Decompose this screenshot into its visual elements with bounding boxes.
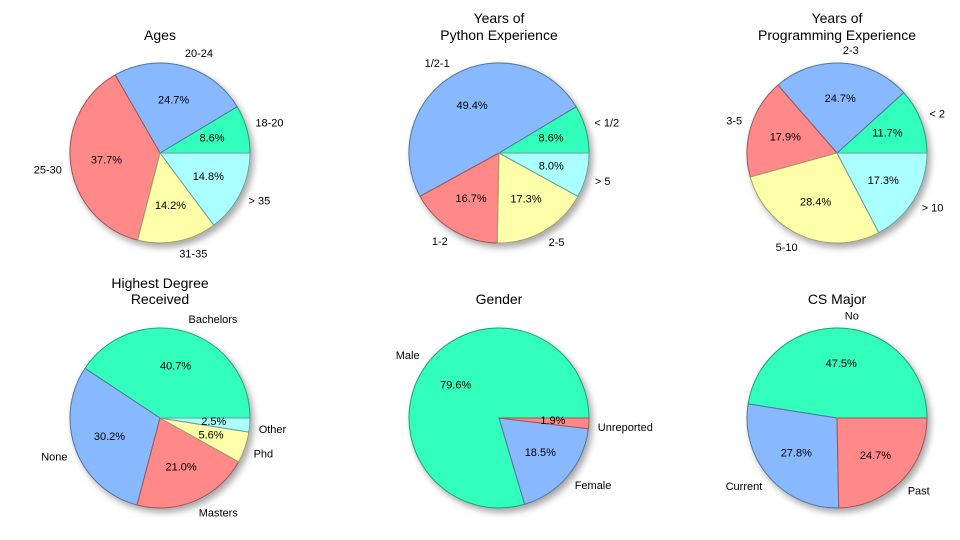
slice-category-label: Female xyxy=(575,480,612,492)
slice-percent-label: 8.0% xyxy=(539,160,564,172)
slice-category-label: Bachelors xyxy=(189,314,238,326)
slice-category-label: Male xyxy=(396,350,420,362)
pie-chart-1: Ages 8.6% 18-20 24.7% 20-24 37.7% 25-30 14.2% 31… xyxy=(34,27,284,260)
slice-category-label: 2-3 xyxy=(843,45,859,57)
chart-title: CS Major xyxy=(808,291,867,307)
slice-category-label: < 1/2 xyxy=(594,118,619,130)
chart-title: Programming Experience xyxy=(758,27,916,43)
pie-slice xyxy=(419,152,500,244)
slice-category-label: > 5 xyxy=(595,176,611,188)
slice-category-label: Phd xyxy=(254,449,274,461)
slice-category-label: 20-24 xyxy=(185,48,213,60)
slice-percent-label: 17.9% xyxy=(770,131,801,143)
chart-title: Years of xyxy=(812,10,863,26)
slice-category-label: Unreported xyxy=(598,422,653,434)
slice-category-label: 1-2 xyxy=(432,236,448,248)
pie-slice xyxy=(777,62,905,154)
slice-percent-label: 17.3% xyxy=(510,194,541,206)
pie-slice xyxy=(498,417,589,505)
pie-body xyxy=(69,327,251,509)
slice-category-label: < 2 xyxy=(929,108,945,120)
pie-slice xyxy=(69,74,161,241)
pie-slice xyxy=(836,417,928,509)
pie-slice xyxy=(746,403,840,509)
pie-body xyxy=(69,62,251,244)
slice-category-label: 25-30 xyxy=(34,165,62,177)
pie-slice xyxy=(836,152,928,234)
slice-category-label: None xyxy=(41,452,67,464)
pie-slice xyxy=(69,367,161,506)
slice-percent-label: 24.7% xyxy=(860,450,891,462)
pie-slice xyxy=(114,62,238,154)
slice-category-label: Current xyxy=(726,481,763,493)
slice-percent-label: 18.5% xyxy=(525,447,556,459)
slice-category-label: 5-10 xyxy=(776,242,798,254)
slice-category-label: Past xyxy=(908,486,930,498)
slice-category-label: 1/2-1 xyxy=(425,58,450,70)
pie-body xyxy=(408,62,590,244)
slice-percent-label: 40.7% xyxy=(160,360,191,372)
chart-title: Received xyxy=(131,291,189,307)
slice-percent-label: 24.7% xyxy=(158,95,189,107)
slice-percent-label: 30.2% xyxy=(94,431,125,443)
slice-percent-label: 17.3% xyxy=(868,175,899,187)
pie-slice xyxy=(136,417,240,509)
slice-category-label: > 10 xyxy=(922,202,944,214)
slice-category-label: 18-20 xyxy=(255,118,283,130)
slice-percent-label: 14.2% xyxy=(155,200,186,212)
chart-title: Ages xyxy=(144,27,176,43)
slice-category-label: 3-5 xyxy=(726,116,742,128)
chart-title: Gender xyxy=(476,291,523,307)
slice-percent-label: 8.6% xyxy=(538,133,563,145)
slice-percent-label: 49.4% xyxy=(456,100,487,112)
slice-percent-label: 14.8% xyxy=(193,171,224,183)
pie-body xyxy=(408,327,590,509)
pie-slice xyxy=(496,152,579,244)
slice-percent-label: 21.0% xyxy=(165,462,196,474)
pie-slice xyxy=(836,92,928,154)
pie-slice xyxy=(408,62,577,197)
slice-category-label: 2-5 xyxy=(549,237,565,249)
slice-percent-label: 8.6% xyxy=(199,133,224,145)
slice-category-label: > 35 xyxy=(249,196,271,208)
pie-body xyxy=(746,327,928,509)
slice-percent-label: 16.7% xyxy=(455,193,486,205)
chart-title: Years of xyxy=(474,10,525,26)
slice-percent-label: 2.5% xyxy=(201,416,226,428)
pie-slice xyxy=(498,417,590,430)
pie-slice xyxy=(137,152,215,244)
chart-title: Highest Degree xyxy=(111,275,208,291)
pie-slice xyxy=(746,84,838,178)
slice-percent-label: 5.6% xyxy=(198,430,223,442)
slice-percent-label: 1.9% xyxy=(540,415,565,427)
slice-percent-label: 11.7% xyxy=(872,128,903,140)
pie-slice xyxy=(159,417,251,433)
slice-percent-label: 37.7% xyxy=(91,154,122,166)
slice-category-label: Other xyxy=(259,424,287,436)
slice-percent-label: 47.5% xyxy=(826,358,857,370)
pie-chart-5: Gender 79.6% Male 18.5% Female 1.9% Unreported xyxy=(396,291,653,509)
chart-title: Python Experience xyxy=(440,27,558,43)
pie-slice xyxy=(749,152,880,244)
slice-percent-label: 28.4% xyxy=(800,197,831,209)
slice-percent-label: 24.7% xyxy=(825,93,856,105)
slice-category-label: Masters xyxy=(199,507,239,519)
pie-body xyxy=(746,62,928,244)
pie-slice xyxy=(498,152,590,197)
slice-percent-label: 27.8% xyxy=(781,448,812,460)
slice-percent-label: 79.6% xyxy=(440,380,471,392)
slice-category-label: 31-35 xyxy=(179,248,207,260)
pie-slice xyxy=(159,152,251,226)
pie-chart-6: CS Major 47.5% No 27.8% Current 24.7% Past xyxy=(726,291,930,509)
slice-category-label: No xyxy=(845,310,859,322)
pie-slice xyxy=(747,327,928,419)
